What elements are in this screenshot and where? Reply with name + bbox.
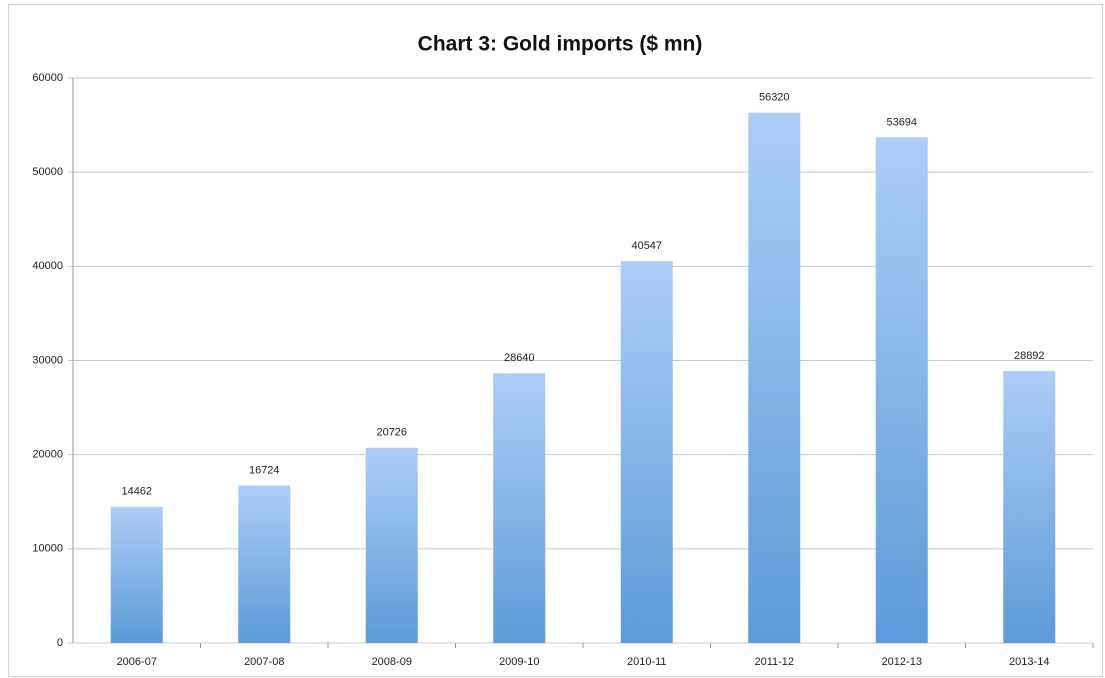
y-tick-label: 0: [57, 637, 63, 649]
y-tick-label: 20000: [32, 449, 63, 461]
y-tick-label: 50000: [32, 166, 63, 178]
x-tick-label: 2013-14: [1009, 656, 1049, 668]
x-tick-label: 2012-13: [882, 656, 922, 668]
data-label: 56320: [759, 92, 790, 104]
bar: [493, 373, 546, 643]
x-tick-label: 2009-10: [499, 656, 539, 668]
bar: [365, 447, 418, 643]
x-tick-label: 2008-09: [372, 656, 412, 668]
data-label: 28892: [1014, 350, 1045, 362]
x-tick-label: 2006-07: [117, 656, 157, 668]
data-label: 28640: [504, 352, 535, 364]
bar: [875, 137, 928, 643]
x-tick-label: 2011-12: [754, 656, 794, 668]
data-label: 14462: [121, 486, 152, 498]
data-label: 40547: [631, 240, 662, 252]
y-tick-label: 30000: [32, 354, 63, 366]
bar: [110, 506, 163, 643]
bar: [238, 485, 291, 643]
x-tick-label: 2007-08: [244, 656, 284, 668]
bar: [620, 261, 673, 643]
chart-frame: [8, 4, 1103, 677]
data-label: 16724: [249, 464, 280, 476]
x-tick-label: 2010-11: [627, 656, 667, 668]
y-tick-label: 10000: [32, 543, 63, 555]
data-label: 20726: [376, 427, 407, 439]
bar: [1003, 370, 1056, 643]
bar: [748, 112, 801, 644]
data-label: 53694: [886, 116, 917, 128]
y-tick-label: 60000: [32, 72, 63, 84]
chart-title: Chart 3: Gold imports ($ mn): [418, 33, 703, 56]
y-tick-label: 40000: [32, 260, 63, 272]
